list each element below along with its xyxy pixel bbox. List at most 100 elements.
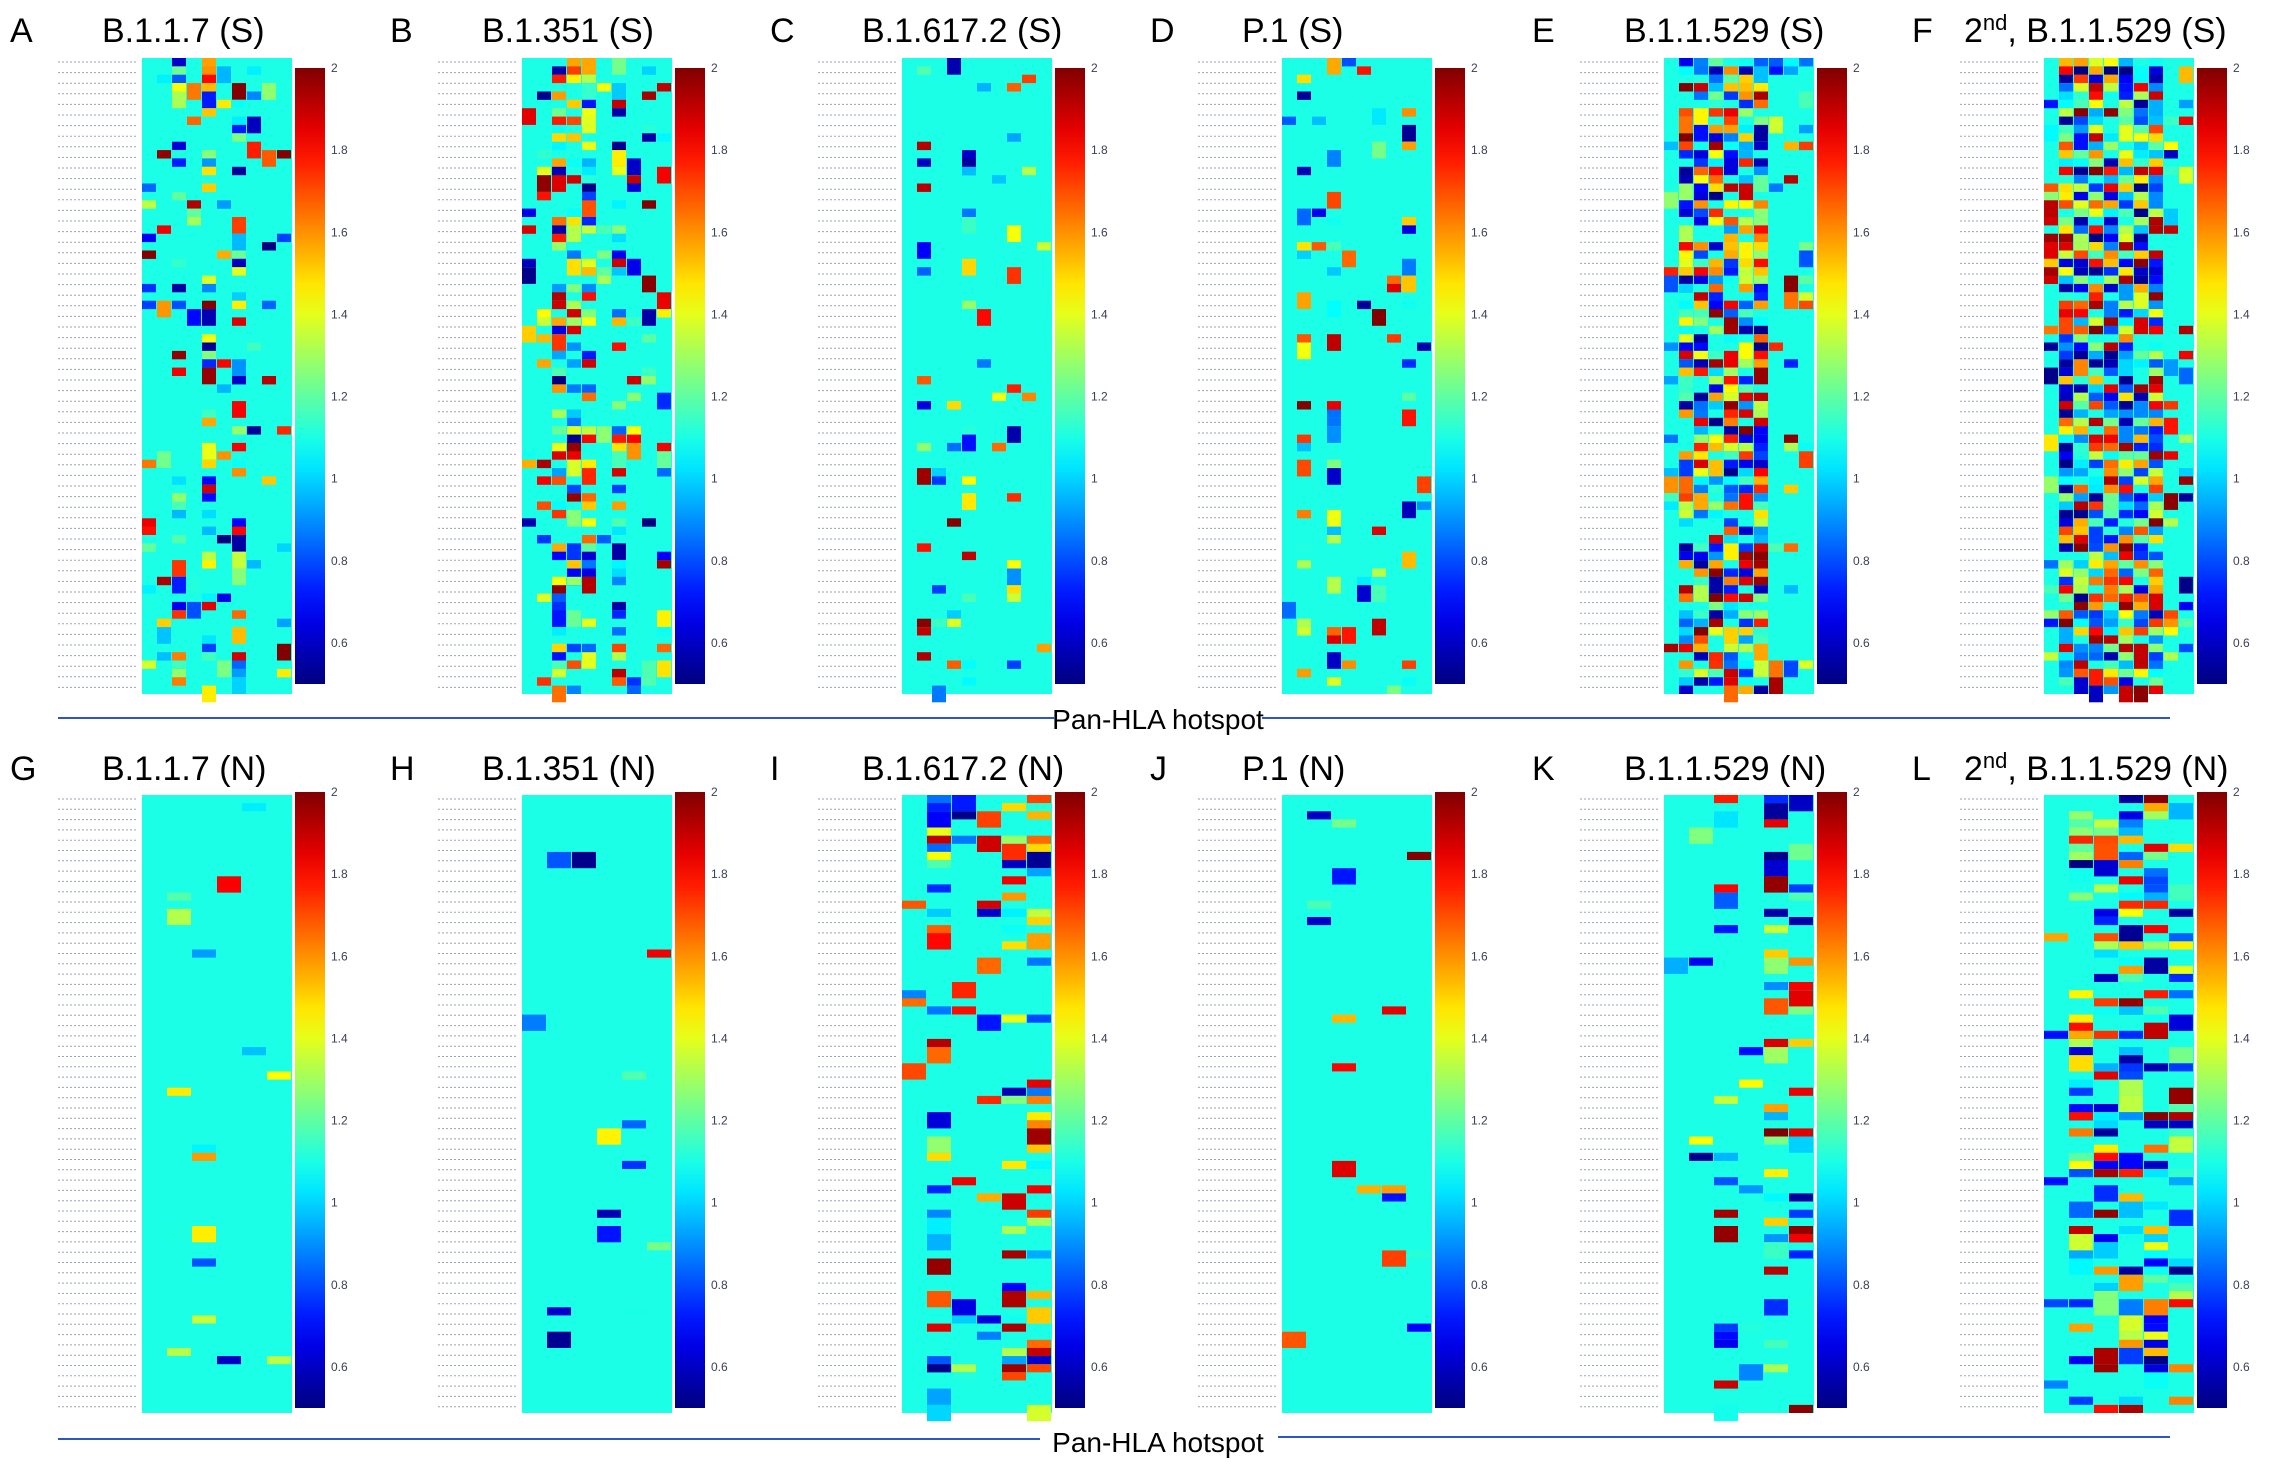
heatmap-cell xyxy=(2134,526,2148,535)
heatmap-cell xyxy=(172,141,186,151)
heatmap-cell xyxy=(172,677,186,686)
heatmap-cell xyxy=(2074,208,2088,217)
heatmap-cell xyxy=(1754,451,1768,460)
colorbar-tick-label: 1 xyxy=(331,472,338,486)
heatmap-cell xyxy=(277,426,291,435)
heatmap-cell xyxy=(2144,941,2168,950)
heatmap-cell xyxy=(552,116,566,125)
heatmap-cell xyxy=(2074,409,2088,418)
heatmap-cell xyxy=(1327,401,1341,410)
heatmap-cell xyxy=(1754,275,1768,284)
heatmap-cell xyxy=(2074,526,2088,535)
heatmap-cell xyxy=(1714,1380,1738,1389)
heatmap-cell xyxy=(1297,560,1311,569)
heatmap-cell xyxy=(1714,1323,1738,1332)
heatmap-cell xyxy=(1724,576,1738,586)
row-labels xyxy=(1198,61,1278,688)
heatmap-cell xyxy=(1694,551,1708,561)
heatmap-cell xyxy=(2134,359,2148,368)
heatmap-cell xyxy=(232,217,246,234)
heatmap-cell xyxy=(612,526,626,535)
heatmap-cell xyxy=(172,300,186,310)
heatmap-cell xyxy=(657,292,671,309)
heatmap-cell xyxy=(142,585,156,594)
heatmap-cell xyxy=(1739,141,1753,151)
heatmap-cell xyxy=(2119,518,2133,527)
colorbar-tick-label: 1.8 xyxy=(2233,143,2250,157)
heatmap-cell xyxy=(1694,217,1708,226)
heatmap-cell xyxy=(232,610,246,619)
heatmap-cell xyxy=(1694,267,1708,276)
heatmap-cell xyxy=(1754,627,1768,636)
heatmap-cell xyxy=(2119,860,2143,869)
heatmap-cell xyxy=(612,250,626,259)
heatmap-cell xyxy=(1739,459,1753,469)
heatmap-cell xyxy=(1007,585,1021,594)
heatmap-cell xyxy=(1037,643,1051,653)
heatmap-cell xyxy=(927,1185,951,1194)
heatmap-cell xyxy=(2069,819,2093,828)
heatmap-cell xyxy=(2059,275,2073,284)
heatmap-cell xyxy=(1739,1323,1763,1332)
heatmap-cell xyxy=(917,442,931,452)
heatmap-cell xyxy=(1764,1266,1788,1275)
heatmap-cell xyxy=(1694,91,1708,100)
heatmap-cell xyxy=(1754,367,1768,385)
heatmap-cell xyxy=(2059,367,2073,376)
heatmap-cell xyxy=(2144,1201,2168,1210)
heatmap-cell xyxy=(952,1372,976,1381)
heatmap-cell xyxy=(1694,576,1708,586)
heatmap-cell xyxy=(2059,158,2073,167)
heatmap-cell xyxy=(582,576,596,594)
heatmap-cell xyxy=(2119,283,2133,301)
heatmap-cell xyxy=(2059,434,2073,443)
heatmap-cell xyxy=(2089,183,2103,192)
heatmap-cell xyxy=(2119,908,2143,917)
heatmap-cell xyxy=(537,317,551,326)
heatmap-cell xyxy=(142,233,156,243)
heatmap-cell xyxy=(1402,359,1416,368)
colorbar-tick-label: 0.8 xyxy=(1853,1278,1870,1292)
heatmap-cell xyxy=(1402,409,1416,427)
heatmap-cell xyxy=(612,225,626,234)
heatmap-cell xyxy=(1789,884,1813,893)
heatmap-cell xyxy=(582,83,596,100)
heatmap-cell xyxy=(2144,990,2168,999)
heatmap-cell xyxy=(567,543,581,561)
heatmap-cell xyxy=(2179,367,2193,385)
heatmap-cell xyxy=(1724,543,1738,561)
heatmap-cell xyxy=(1724,601,1738,611)
row-labels xyxy=(1198,798,1278,1408)
heatmap-cell xyxy=(522,267,536,284)
colorbar-tick-label: 0.8 xyxy=(2233,1278,2250,1292)
panel-k: K B.1.1.529 (N)21.81.61.41.210.80.6 xyxy=(1532,750,1870,1422)
heatmap-cell xyxy=(1332,819,1356,828)
heatmap-cell xyxy=(1784,275,1798,293)
heatmap-cell xyxy=(1709,417,1723,427)
colorbar-tick-label: 2 xyxy=(1471,785,1478,799)
heatmap-cell xyxy=(1312,116,1326,125)
heatmap-cell xyxy=(2069,1055,2093,1072)
panel-g: G B.1.1.7 (N)21.81.61.41.210.80.6 xyxy=(10,750,348,1413)
colorbar-tick-label: 1.4 xyxy=(331,1031,348,1045)
heatmap-cell xyxy=(1799,300,1813,310)
heatmap-cell xyxy=(582,518,596,527)
heatmap-cell xyxy=(2104,434,2118,443)
heatmap-cell xyxy=(1714,1209,1738,1218)
heatmap-cell xyxy=(2149,166,2163,176)
heatmap-cell xyxy=(2149,325,2163,335)
heatmap-cell xyxy=(2144,1144,2168,1153)
heatmap-cell xyxy=(1739,342,1753,360)
colorbar-tick-label: 1.8 xyxy=(711,867,728,881)
heatmap-cell xyxy=(1297,668,1311,678)
heatmap-cell xyxy=(2044,933,2068,942)
heatmap-cell xyxy=(2074,668,2088,678)
heatmap-cell xyxy=(232,677,246,694)
heatmap-cell xyxy=(552,141,566,151)
heatmap-cell xyxy=(2044,191,2058,201)
heatmap-cell xyxy=(1764,819,1788,828)
heatmap-cell xyxy=(2144,1274,2168,1283)
heatmap-cell xyxy=(1297,543,1311,552)
heatmap-cell xyxy=(927,851,951,860)
heatmap-cell xyxy=(2044,258,2058,268)
